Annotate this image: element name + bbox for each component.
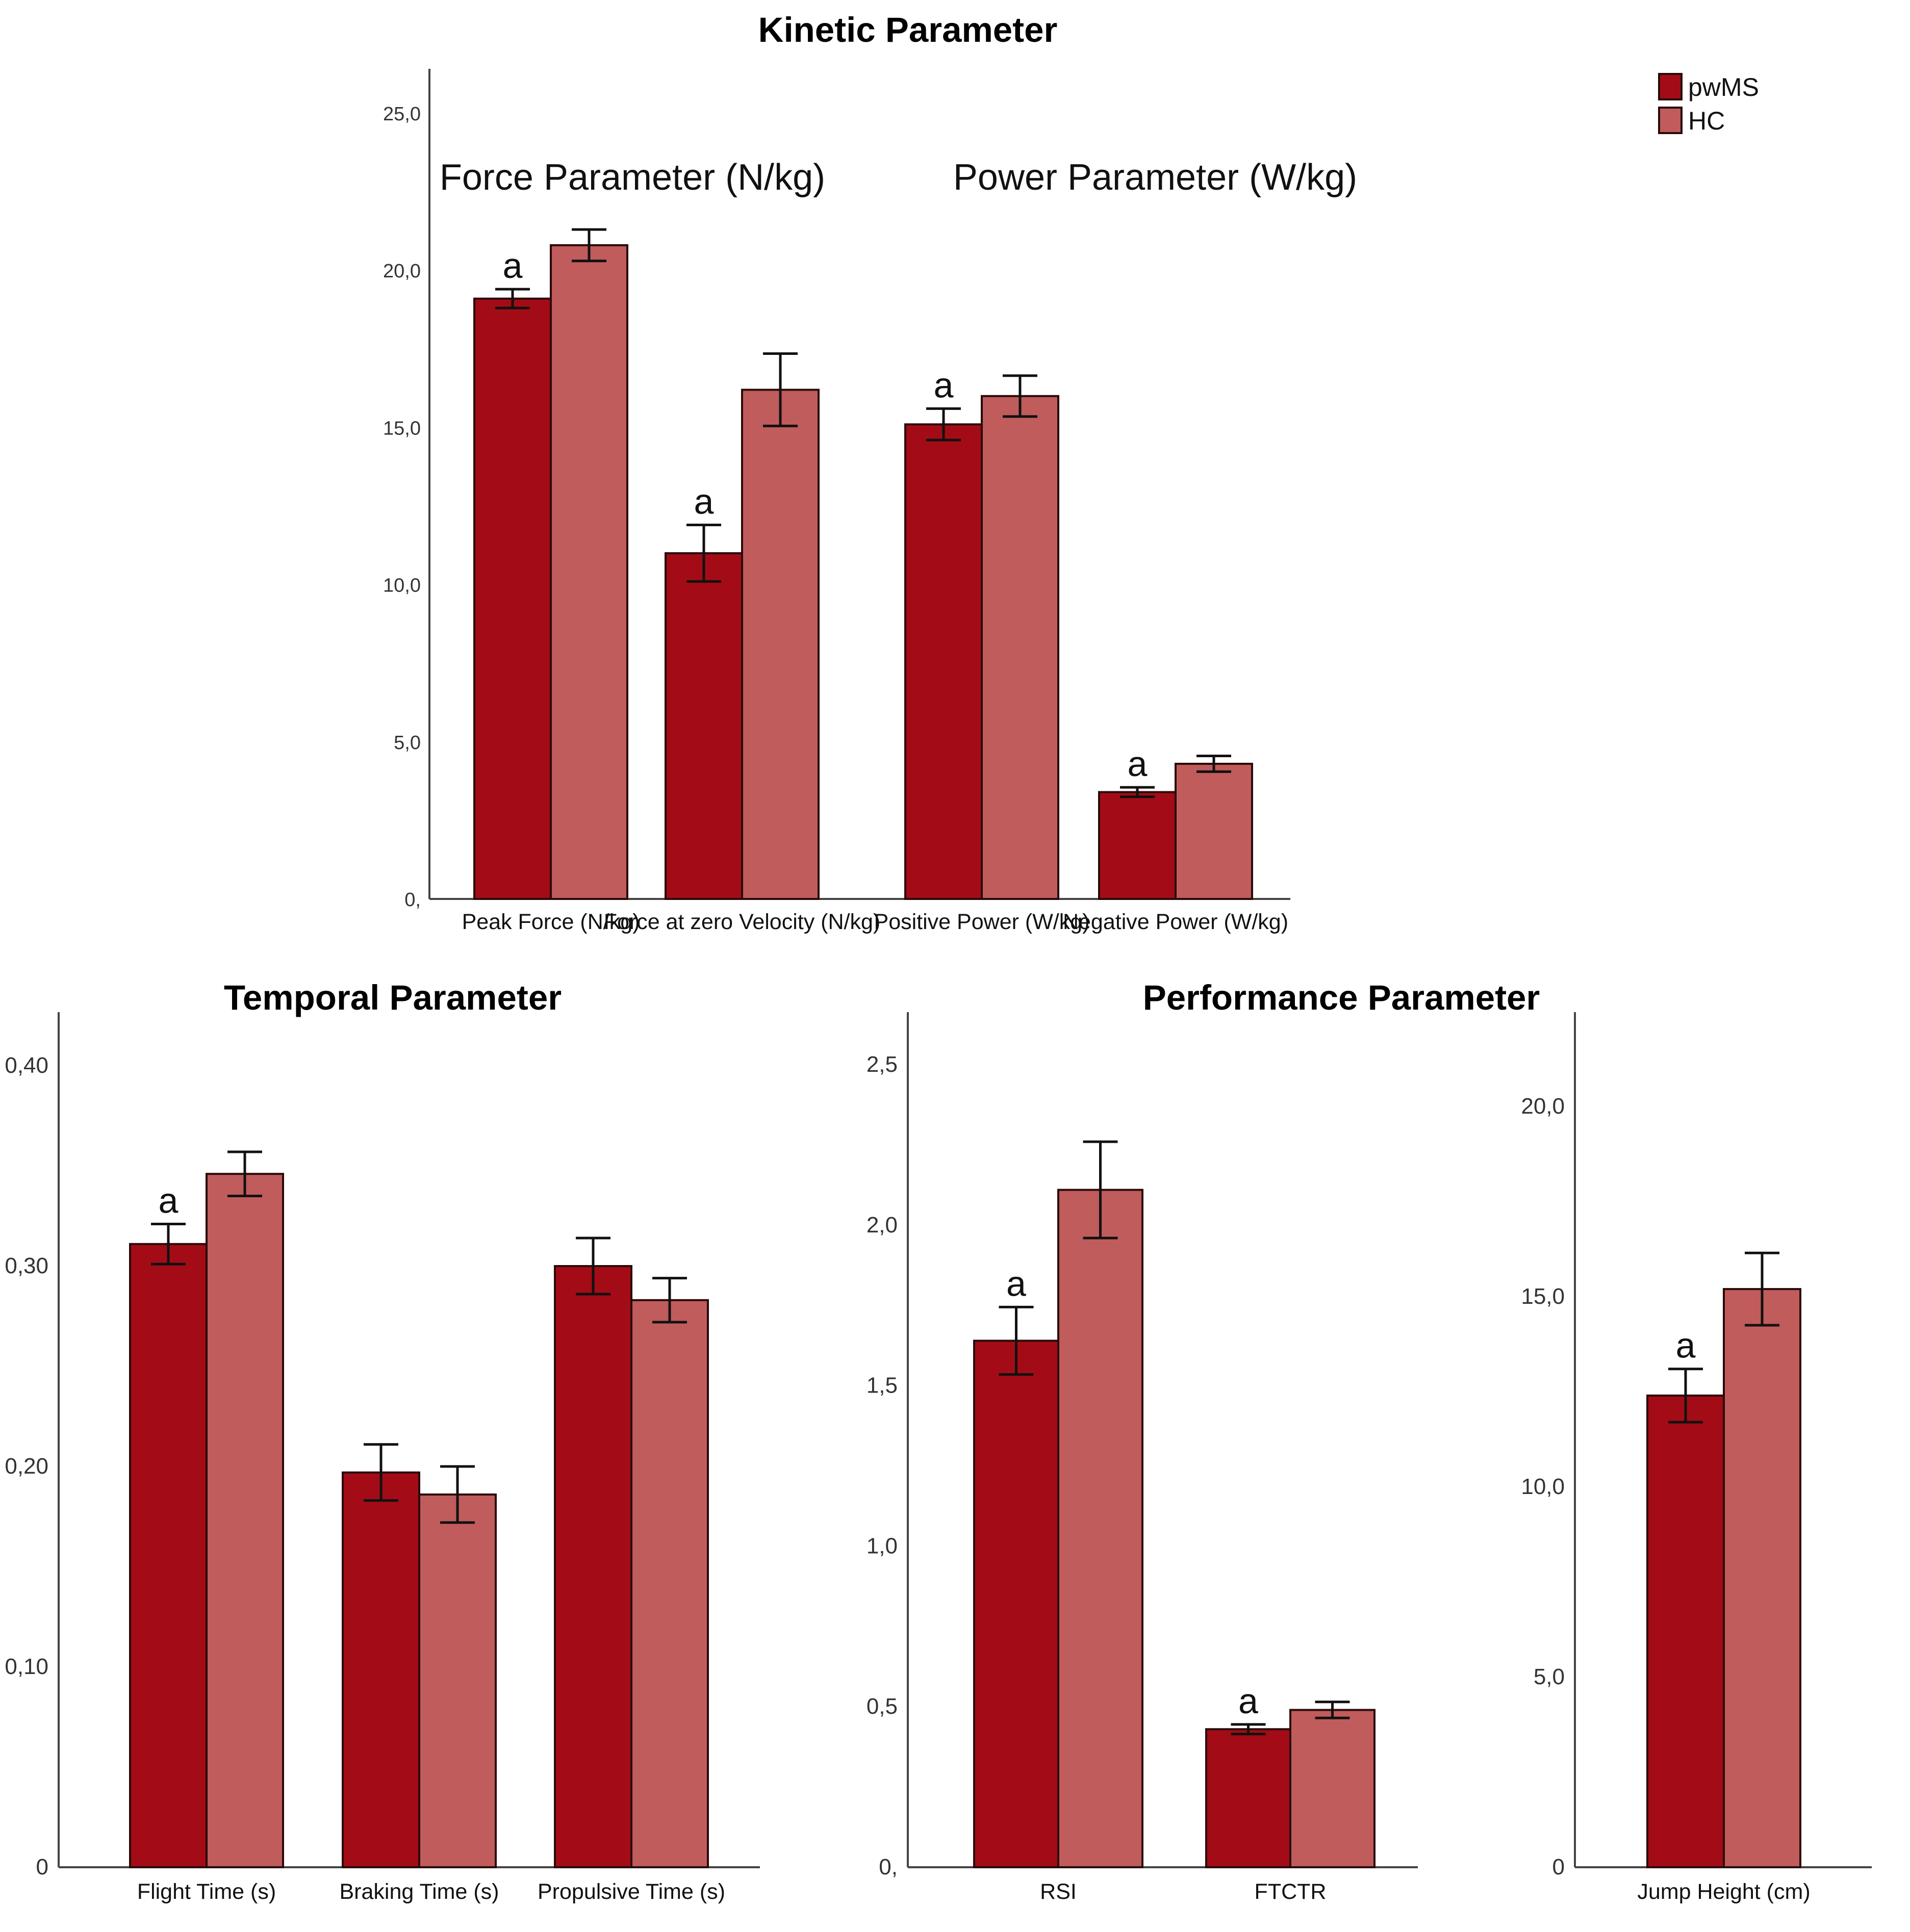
kinetic-error-bar-hc-3 [1196, 755, 1231, 773]
temporal-error-bar-pwms-0 [151, 1222, 186, 1266]
performance-bar-pwms-0 [973, 1339, 1059, 1868]
temporal-category-label: Propulsive Time (s) [538, 1879, 725, 1904]
performance-bar-hc-1 [1289, 1709, 1376, 1869]
kinetic-significance-marker: a [1128, 744, 1148, 784]
kinetic-significance-marker: a [934, 365, 954, 405]
legend-swatch-pwms [1658, 73, 1683, 100]
kinetic-bar-pwms-2 [904, 423, 983, 900]
temporal-error-bar-hc-1 [440, 1465, 475, 1524]
kinetic-error-bar-hc-0 [572, 228, 606, 263]
kinetic-error-bar-hc-1 [763, 352, 798, 427]
performance-y-tick-label: 0, [879, 1854, 898, 1879]
kinetic-category-label: Negative Power (W/kg) [1063, 910, 1288, 934]
temporal-y-tick-label: 0,10 [5, 1654, 48, 1679]
performance-y-tick-label: 1,5 [867, 1373, 898, 1398]
kinetic-category-label: Force at zero Velocity (N/kg) [604, 910, 880, 934]
temporal-error-bar-hc-2 [652, 1277, 687, 1324]
kinetic-bar-hc-2 [981, 395, 1059, 900]
kinetic-error-bar-hc-2 [1003, 374, 1037, 418]
performance-category-label: FTCTR [1255, 1879, 1327, 1904]
performance-chart: 0, 0,5 1,0 1,5 2,0 2,5 RSI FTCTR a a [867, 1012, 1418, 1904]
kinetic-significance-marker: a [503, 246, 523, 286]
legend: pwMS HC [1658, 73, 1759, 135]
jump-y-tick-label: 20,0 [1521, 1094, 1565, 1119]
kinetic-error-bar-pwms-3 [1120, 786, 1155, 798]
temporal-y-tick-label: 0,30 [5, 1253, 48, 1278]
performance-y-tick-label: 2,5 [867, 1052, 898, 1077]
kinetic-bar-pwms-3 [1098, 791, 1177, 900]
temporal-bar-hc-1 [418, 1493, 497, 1868]
jump-bar-pwms-0 [1646, 1394, 1725, 1868]
jump-y-tick-label: 10,0 [1521, 1474, 1565, 1499]
temporal-error-bar-pwms-2 [576, 1237, 610, 1296]
performance-error-bar-hc-1 [1315, 1701, 1350, 1719]
legend-label-pwms: pwMS [1688, 73, 1759, 101]
kinetic-bar-pwms-1 [665, 552, 743, 900]
performance-error-bar-pwms-0 [999, 1305, 1034, 1376]
temporal-bar-pwms-0 [129, 1243, 208, 1868]
jump-category-label: Jump Height (cm) [1637, 1879, 1810, 1904]
jump-bar-hc-0 [1723, 1288, 1801, 1869]
temporal-bar-hc-0 [206, 1173, 284, 1868]
kinetic-y-tick-label: 0, [404, 889, 421, 911]
legend-label-hc: HC [1688, 107, 1725, 135]
temporal-bar-pwms-2 [554, 1265, 632, 1868]
jump-y-tick-label: 15,0 [1521, 1284, 1565, 1309]
kinetic-error-bar-pwms-0 [495, 288, 530, 310]
power-parameter-group-label: Power Parameter (W/kg) [953, 157, 1357, 198]
kinetic-y-tick-label: 15,0 [383, 418, 421, 439]
performance-chart-title: Performance Parameter [1143, 978, 1540, 1017]
kinetic-bar-hc-1 [741, 389, 820, 900]
force-parameter-group-label: Force Parameter (N/kg) [440, 157, 825, 198]
temporal-bar-pwms-1 [342, 1471, 420, 1869]
performance-significance-marker: a [1006, 1264, 1026, 1303]
legend-swatch-hc [1658, 107, 1683, 134]
kinetic-y-tick-label: 5,0 [394, 732, 421, 754]
performance-y-tick-label: 0,5 [867, 1694, 898, 1719]
kinetic-bar-hc-3 [1175, 762, 1253, 900]
jump-y-tick-label: 0 [1552, 1854, 1565, 1879]
performance-y-tick-label: 2,0 [867, 1213, 898, 1238]
performance-error-bar-pwms-1 [1231, 1723, 1266, 1736]
kinetic-significance-marker: a [694, 481, 714, 521]
kinetic-y-tick-label: 10,0 [383, 575, 421, 597]
temporal-chart-title: Temporal Parameter [224, 978, 562, 1017]
kinetic-y-tick-label: 25,0 [383, 104, 421, 125]
performance-bar-hc-0 [1057, 1189, 1143, 1868]
performance-error-bar-hc-0 [1083, 1140, 1118, 1240]
temporal-chart: 0 0,10 0,20 0,30 0,40 Flight Time (s) Braking … [5, 1012, 760, 1904]
kinetic-bar-pwms-0 [473, 297, 552, 900]
temporal-bar-hc-2 [630, 1299, 709, 1868]
kinetic-bar-hc-0 [550, 244, 628, 900]
kinetic-category-label: Peak Force (N/kg) [462, 910, 640, 934]
temporal-category-label: Braking Time (s) [339, 1879, 499, 1904]
jump-error-bar-pwms-0 [1668, 1368, 1703, 1424]
temporal-y-tick-label: 0,20 [5, 1454, 48, 1479]
performance-category-label: RSI [1040, 1879, 1077, 1904]
performance-significance-marker: a [1238, 1681, 1258, 1721]
kinetic-chart-title: Kinetic Parameter [758, 10, 1058, 49]
kinetic-error-bar-pwms-2 [926, 407, 961, 442]
kinetic-category-label: Positive Power (W/kg) [874, 910, 1090, 934]
temporal-y-tick-label: 0 [36, 1854, 48, 1879]
jump-y-tick-label: 5,0 [1534, 1664, 1565, 1689]
kinetic-error-bar-pwms-1 [686, 523, 721, 583]
jump-error-bar-hc-0 [1745, 1251, 1779, 1327]
temporal-category-label: Flight Time (s) [137, 1879, 276, 1904]
jump-height-chart: 0 5,0 10,0 15,0 20,0 Jump Height (cm) a [1521, 1012, 1872, 1904]
temporal-y-tick-label: 0,40 [5, 1053, 48, 1078]
temporal-error-bar-pwms-1 [364, 1443, 398, 1502]
kinetic-y-tick-label: 20,0 [383, 261, 421, 282]
performance-y-tick-label: 1,0 [867, 1533, 898, 1558]
temporal-significance-marker: a [159, 1180, 179, 1220]
jump-significance-marker: a [1676, 1326, 1696, 1366]
temporal-error-bar-hc-0 [227, 1150, 262, 1197]
performance-bar-pwms-1 [1205, 1728, 1291, 1868]
